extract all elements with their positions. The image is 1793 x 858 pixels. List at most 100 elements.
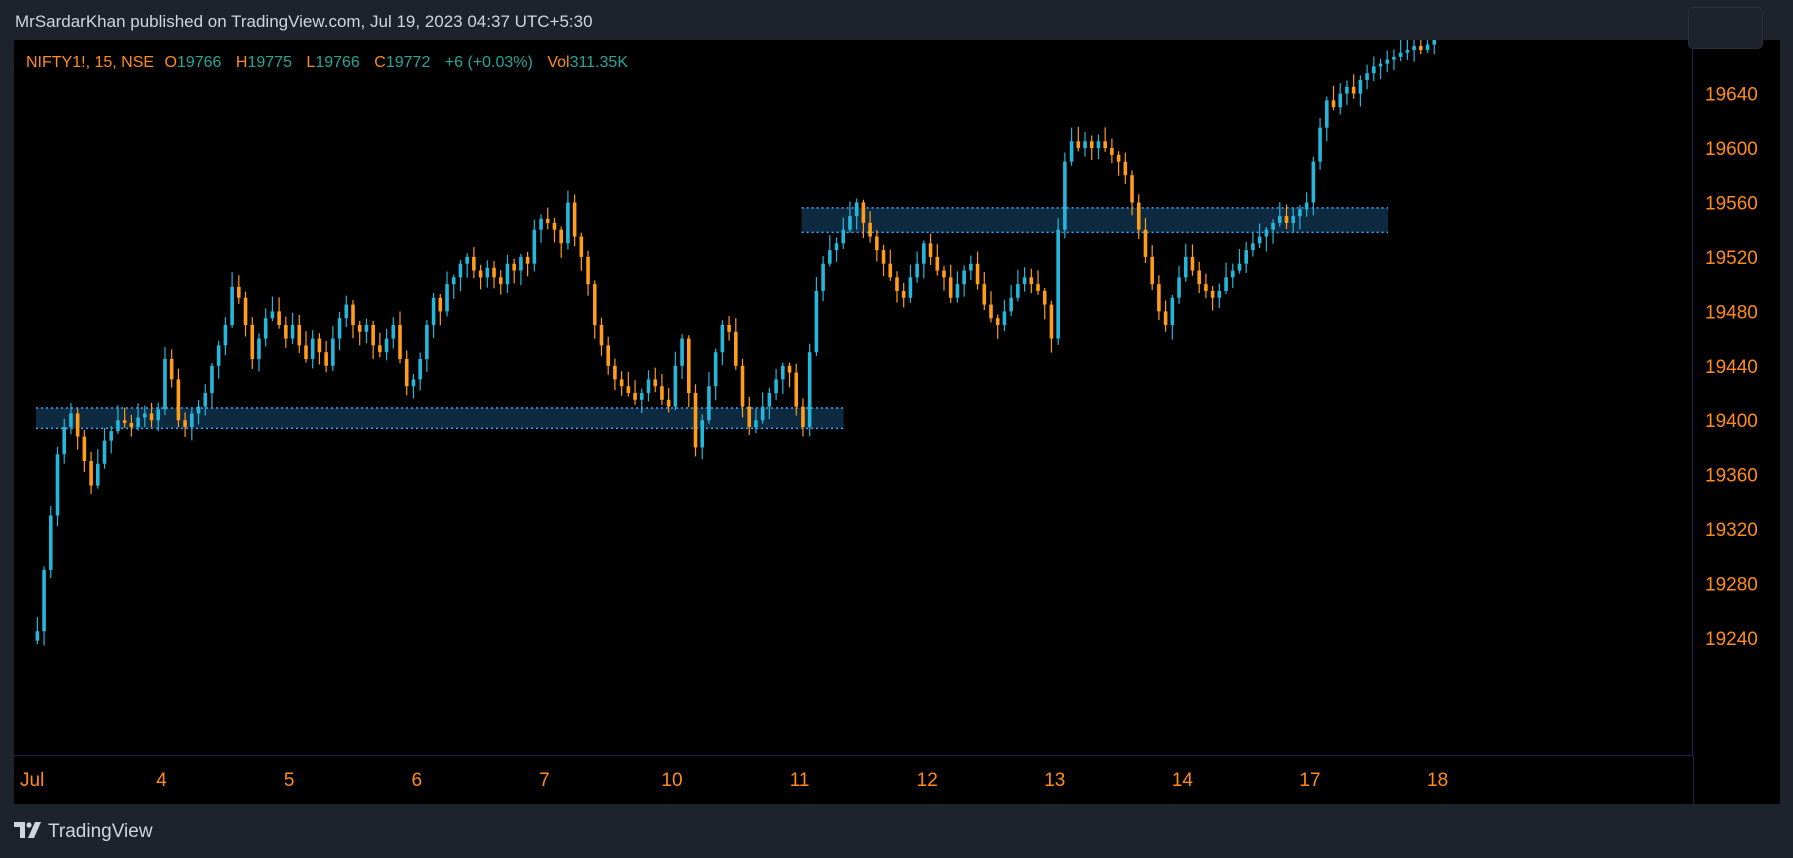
candle-body [572, 202, 577, 237]
legend-open-label: O [164, 54, 177, 71]
candle-body [1170, 297, 1175, 325]
footer: TradingView [14, 818, 414, 848]
candle-body [176, 379, 181, 421]
axis-corner [1693, 756, 1780, 804]
candle-body [331, 338, 335, 366]
candle-body [828, 250, 832, 264]
candle-body [1385, 59, 1390, 64]
candle-body [935, 256, 940, 271]
candle-body [82, 436, 87, 462]
candle-body [411, 379, 416, 387]
candle-body [196, 406, 201, 414]
candle-body [1324, 100, 1329, 128]
candle-body [1432, 40, 1437, 45]
time-tick-label: 18 [1427, 770, 1448, 791]
candle-body [821, 263, 825, 291]
candle-body [1277, 216, 1282, 223]
candle-body [1419, 45, 1423, 51]
price-tick-label: 19480 [1705, 302, 1758, 323]
price-tick-label: 19280 [1705, 575, 1758, 596]
candle-body [203, 393, 208, 407]
candle-body [579, 236, 584, 257]
time-tick-label: 10 [661, 770, 682, 791]
candle-body [190, 413, 194, 428]
price-tick-label: 19600 [1705, 139, 1758, 160]
candle-body [599, 324, 604, 346]
legend-open: 19766 [176, 54, 222, 71]
candle-body [552, 222, 557, 230]
candle-body [928, 243, 933, 257]
candle-body [713, 352, 718, 387]
legend-close: 19772 [385, 54, 431, 71]
candle-body [129, 422, 134, 428]
time-tick-label: 6 [412, 770, 423, 791]
candle-body [1116, 154, 1121, 162]
candle-body [1002, 311, 1007, 325]
candle-body [1237, 263, 1242, 271]
candle-body [606, 345, 610, 366]
candle-body [754, 420, 758, 428]
price-tick-label: 19560 [1705, 193, 1758, 214]
candle-body [109, 431, 114, 441]
price-axis[interactable]: 19240 19280 19320 19360 19400 19440 19480 19520… [1693, 40, 1780, 756]
candle-body [774, 379, 778, 394]
candle-body [116, 420, 120, 432]
candle-body [1029, 277, 1034, 285]
candle-body [1338, 93, 1343, 108]
candle-body [639, 393, 644, 400]
candle-body [478, 270, 483, 278]
candle-body [1298, 209, 1302, 217]
candle-body [660, 386, 664, 400]
time-tick-label: 4 [156, 770, 167, 791]
published-line: MrSardarKhan published on TradingView.co… [15, 12, 593, 31]
candle-body [472, 256, 476, 271]
candle-body [210, 365, 214, 394]
candle-body [96, 463, 100, 486]
candle-body [1284, 216, 1289, 223]
candles-svg [35, 40, 1437, 646]
price-tick-label: 19400 [1705, 411, 1758, 432]
price-tick-label: 19440 [1705, 357, 1758, 378]
candle-body [1022, 277, 1027, 285]
candle-body [451, 277, 456, 285]
candle-body [1257, 236, 1262, 244]
candle-body [801, 406, 805, 428]
legend-change: +6 (+0.03%) [444, 54, 533, 71]
time-axis[interactable]: Jul 4 5 6 7 10 11 12 13 14 17 18 [14, 756, 1693, 804]
candle-body [69, 413, 73, 428]
candle-body [122, 420, 127, 423]
candle-body [908, 277, 913, 298]
candle-body [1049, 304, 1054, 339]
candle-body [1251, 243, 1255, 251]
candle-body [143, 413, 147, 418]
candle-body [1036, 284, 1040, 291]
candle-body [955, 284, 960, 298]
candle-body [284, 324, 288, 339]
candle-body [1291, 216, 1296, 223]
auto-scale-button[interactable] [1688, 7, 1763, 49]
candle-body [1425, 44, 1430, 51]
candle-body [89, 461, 93, 486]
candle-body [1103, 141, 1107, 149]
candle-body [969, 263, 973, 271]
price-tick-label: 19240 [1705, 629, 1758, 650]
candle-body [767, 393, 772, 407]
candle-body [391, 324, 396, 339]
candle-body [62, 427, 67, 455]
candle-body [895, 277, 899, 291]
candle-body [1183, 256, 1188, 278]
candle-body [1217, 290, 1222, 298]
chart-frame: NIFTY1!, 15, NSE O19766 H19775 L19766 C1… [14, 40, 1780, 804]
legend-high: 19775 [247, 54, 292, 71]
candle-body [613, 365, 617, 380]
plot-area[interactable]: NIFTY1!, 15, NSE O19766 H19775 L19766 C1… [14, 40, 1693, 756]
candle-body [1304, 202, 1309, 210]
time-tick-label: 14 [1172, 770, 1194, 791]
candle-body [223, 324, 228, 346]
candle-body [1365, 73, 1369, 80]
price-tick-label: 19320 [1705, 520, 1758, 541]
candle-body [707, 386, 711, 421]
candle-body [149, 413, 154, 421]
candle-body [1204, 284, 1208, 291]
time-tick-label: 12 [917, 770, 938, 791]
